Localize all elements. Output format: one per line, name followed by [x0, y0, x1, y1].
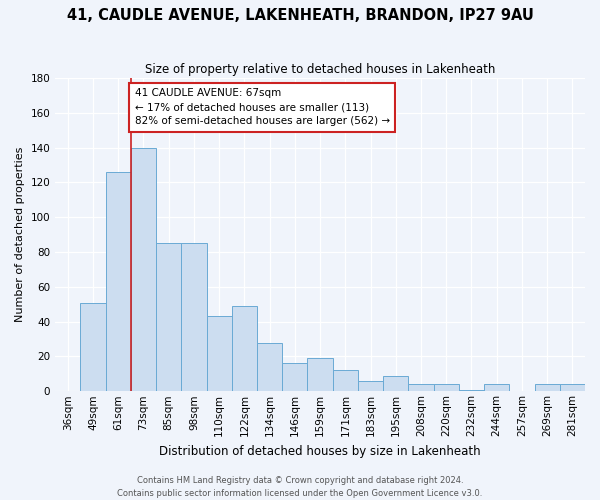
Y-axis label: Number of detached properties: Number of detached properties	[15, 147, 25, 322]
Bar	[307, 358, 332, 392]
Bar	[232, 306, 257, 392]
Bar	[282, 364, 307, 392]
Bar	[434, 384, 459, 392]
Bar	[181, 244, 206, 392]
X-axis label: Distribution of detached houses by size in Lakenheath: Distribution of detached houses by size …	[159, 444, 481, 458]
Bar	[156, 244, 181, 392]
Text: Contains HM Land Registry data © Crown copyright and database right 2024.
Contai: Contains HM Land Registry data © Crown c…	[118, 476, 482, 498]
Bar	[131, 148, 156, 392]
Bar	[206, 316, 232, 392]
Bar	[383, 376, 409, 392]
Bar	[257, 342, 282, 392]
Bar	[409, 384, 434, 392]
Title: Size of property relative to detached houses in Lakenheath: Size of property relative to detached ho…	[145, 62, 495, 76]
Bar	[560, 384, 585, 392]
Bar	[106, 172, 131, 392]
Bar	[80, 302, 106, 392]
Bar	[484, 384, 509, 392]
Bar	[332, 370, 358, 392]
Bar	[358, 381, 383, 392]
Text: 41, CAUDLE AVENUE, LAKENHEATH, BRANDON, IP27 9AU: 41, CAUDLE AVENUE, LAKENHEATH, BRANDON, …	[67, 8, 533, 22]
Text: 41 CAUDLE AVENUE: 67sqm
← 17% of detached houses are smaller (113)
82% of semi-d: 41 CAUDLE AVENUE: 67sqm ← 17% of detache…	[134, 88, 390, 126]
Bar	[535, 384, 560, 392]
Bar	[459, 390, 484, 392]
